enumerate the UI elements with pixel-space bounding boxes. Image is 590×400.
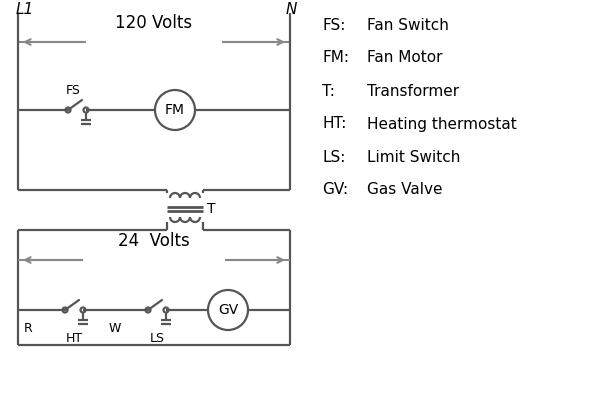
Text: Heating thermostat: Heating thermostat	[367, 116, 517, 132]
Text: HT: HT	[65, 332, 83, 344]
Text: 24  Volts: 24 Volts	[118, 232, 190, 250]
Text: FS:: FS:	[322, 18, 345, 32]
Text: FM:: FM:	[322, 50, 349, 66]
Text: LS: LS	[149, 332, 165, 344]
Text: Limit Switch: Limit Switch	[367, 150, 460, 164]
Text: T:: T:	[322, 84, 335, 98]
Text: LS:: LS:	[322, 150, 345, 164]
Text: 120 Volts: 120 Volts	[116, 14, 192, 32]
Text: FM: FM	[165, 103, 185, 117]
Text: Fan Motor: Fan Motor	[367, 50, 442, 66]
Text: R: R	[24, 322, 32, 334]
Text: T: T	[207, 202, 215, 216]
Text: GV:: GV:	[322, 182, 348, 198]
Text: Transformer: Transformer	[367, 84, 459, 98]
Text: L1: L1	[16, 2, 34, 18]
Text: Fan Switch: Fan Switch	[367, 18, 449, 32]
Text: FS: FS	[66, 84, 81, 96]
Text: N: N	[286, 2, 297, 18]
Text: Gas Valve: Gas Valve	[367, 182, 442, 198]
Text: HT:: HT:	[322, 116, 346, 132]
Text: W: W	[109, 322, 121, 334]
Text: GV: GV	[218, 303, 238, 317]
